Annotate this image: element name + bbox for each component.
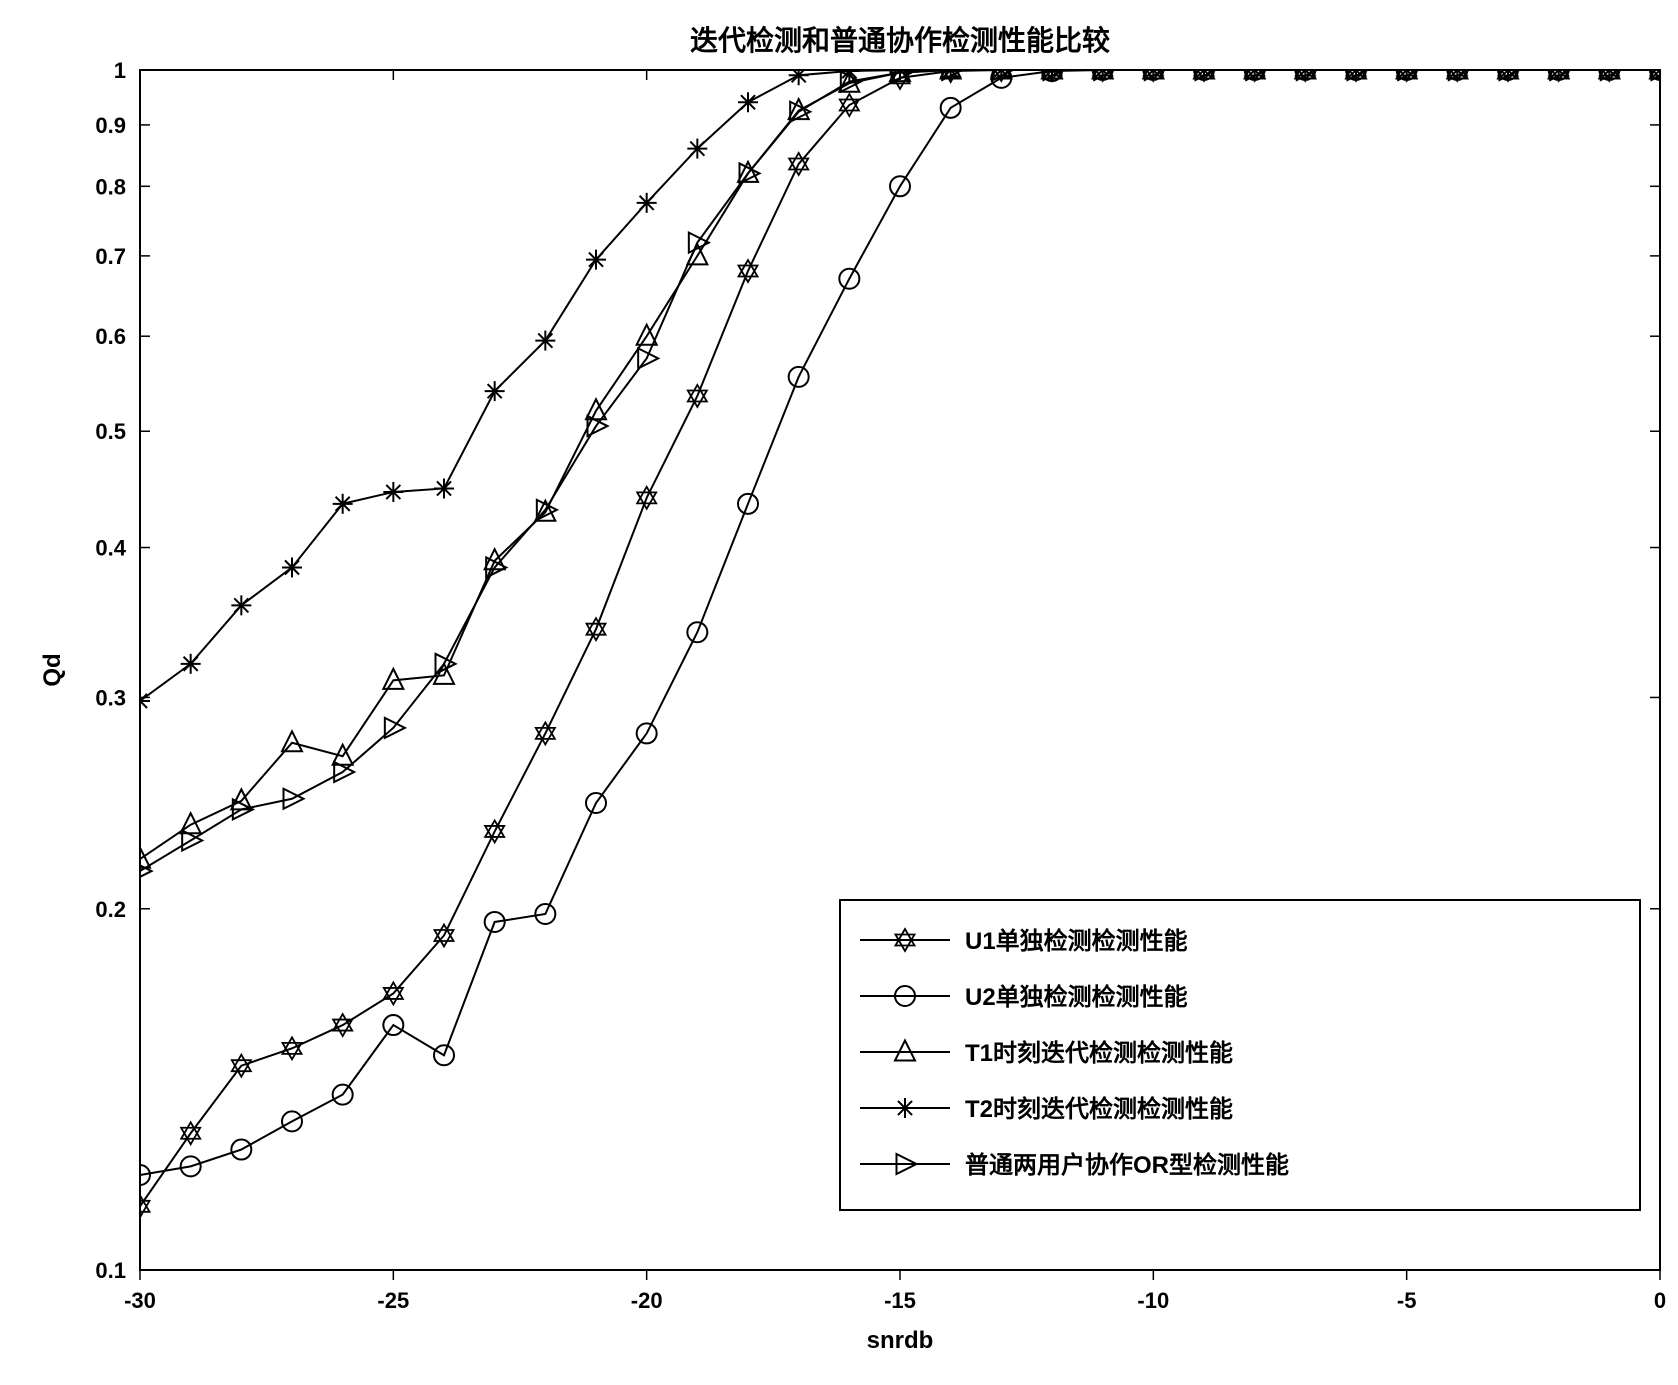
asterisk-marker xyxy=(637,193,657,213)
right-triangle-marker xyxy=(385,718,405,738)
asterisk-marker xyxy=(383,482,403,502)
legend-label: T2时刻迭代检测检测性能 xyxy=(965,1095,1233,1123)
y-tick-label: 0.8 xyxy=(95,174,126,199)
asterisk-marker xyxy=(231,595,251,615)
x-tick-label: -5 xyxy=(1397,1288,1417,1313)
x-tick-label: -20 xyxy=(631,1288,663,1313)
series-0 xyxy=(130,59,1669,1217)
asterisk-marker xyxy=(895,1098,915,1118)
asterisk-marker xyxy=(333,494,353,514)
asterisk-marker xyxy=(586,250,606,270)
series-line xyxy=(140,70,1660,701)
y-tick-label: 0.7 xyxy=(95,244,126,269)
y-tick-label: 0.3 xyxy=(95,685,126,710)
series-2 xyxy=(130,59,1670,868)
x-tick-label: -30 xyxy=(124,1288,156,1313)
series-line xyxy=(140,70,1660,1206)
legend: U1单独检测检测性能 U2单独检测检测性能 T1时刻迭代检测检测性能 T2时刻迭代检测… xyxy=(840,900,1640,1210)
asterisk-marker xyxy=(738,92,758,112)
asterisk-marker xyxy=(282,557,302,577)
legend-label: U2单独检测检测性能 xyxy=(965,983,1188,1011)
triangle-marker xyxy=(895,1041,915,1061)
plot-border xyxy=(140,70,1660,1270)
triangle-marker xyxy=(282,731,302,751)
asterisk-marker xyxy=(687,139,707,159)
x-tick-label: -15 xyxy=(884,1288,916,1313)
y-tick-label: 0.9 xyxy=(95,113,126,138)
asterisk-marker xyxy=(535,331,555,351)
y-tick-label: 0.6 xyxy=(95,324,126,349)
x-tick-label: -25 xyxy=(377,1288,409,1313)
legend-label: U1单独检测检测性能 xyxy=(965,927,1188,955)
series-1 xyxy=(130,60,1670,1185)
asterisk-marker xyxy=(434,478,454,498)
x-tick-label: -10 xyxy=(1137,1288,1169,1313)
series-3 xyxy=(130,60,1670,711)
y-tick-label: 0.5 xyxy=(95,419,126,444)
y-axis-label: Qd xyxy=(39,653,66,686)
asterisk-marker xyxy=(789,65,809,85)
asterisk-marker xyxy=(181,654,201,674)
y-tick-label: 0.4 xyxy=(95,536,126,561)
y-tick-label: 0.2 xyxy=(95,897,126,922)
asterisk-marker xyxy=(485,381,505,401)
x-axis-label: snrdb xyxy=(867,1327,934,1354)
x-tick-label: 0 xyxy=(1654,1288,1666,1313)
chart-title: 迭代检测和普通协作检测性能比较 xyxy=(690,24,1110,56)
legend-label: T1时刻迭代检测检测性能 xyxy=(965,1039,1233,1067)
legend-label: 普通两用户协作OR型检测性能 xyxy=(965,1151,1289,1179)
chart-container: -30 -25 -20 -15 -10 -5 0 0.1 0.2 0.3 0.4 0.5 0.6 0.7 0… xyxy=(20,20,1678,1365)
y-tick-label: 0.1 xyxy=(95,1258,126,1283)
asterisk-marker xyxy=(839,61,859,81)
asterisk-marker xyxy=(130,691,150,711)
y-tick-label: 1 xyxy=(114,58,126,83)
series-line xyxy=(140,70,1660,871)
chart-svg: -30 -25 -20 -15 -10 -5 0 0.1 0.2 0.3 0.4 0.5 0.6 0.7 0… xyxy=(20,20,1678,1365)
